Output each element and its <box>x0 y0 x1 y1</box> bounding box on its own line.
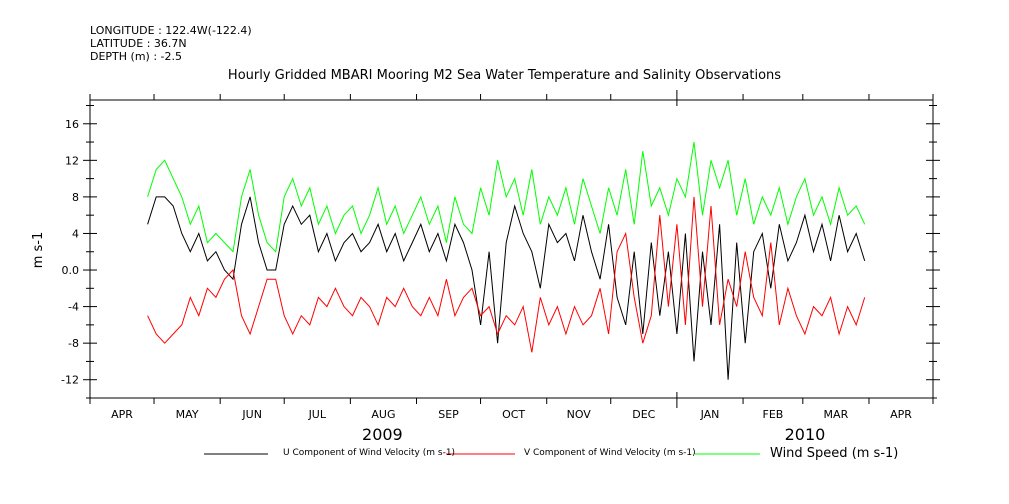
x-month-label: AUG <box>371 408 395 421</box>
longitude-label: LONGITUDE : 122.4W(-122.4) <box>90 24 252 37</box>
y-tick-label: -8 <box>68 337 79 350</box>
series-line-3 <box>147 141 866 253</box>
chart-title: Hourly Gridded MBARI Mooring M2 Sea Wate… <box>227 68 782 83</box>
y-tick-label: 0.0 <box>62 264 80 277</box>
latitude-label: LATITUDE : 36.7N <box>90 37 187 50</box>
y-axis-label: m s-1 <box>31 232 46 269</box>
series-line-2 <box>147 196 866 353</box>
y-tick-label: -12 <box>61 374 79 387</box>
y-tick-label: 12 <box>65 154 79 167</box>
x-month-label: JUN <box>241 408 262 421</box>
x-month-label: FEB <box>763 408 784 421</box>
x-month-label: OCT <box>502 408 525 421</box>
x-year-label: 2009 <box>362 425 403 444</box>
plot-frame <box>89 99 934 399</box>
legend-u-label: U Component of Wind Velocity (m s-1) <box>283 448 456 458</box>
y-tick-label: 4 <box>72 227 79 240</box>
legend-speed-label: Wind Speed (m s-1) <box>770 446 899 461</box>
legend-v-label: V Component of Wind Velocity (m s-1) <box>524 448 696 458</box>
y-tick-label: 16 <box>65 118 79 131</box>
x-month-label: JAN <box>700 408 720 421</box>
x-month-label: DEC <box>632 408 655 421</box>
depth-label: DEPTH (m) : -2.5 <box>90 50 183 63</box>
x-month-label: MAR <box>824 408 849 421</box>
y-tick-label: 8 <box>72 191 79 204</box>
x-month-label: MAY <box>176 408 199 421</box>
series-line-1 <box>147 196 866 380</box>
y-tick-label: -4 <box>68 301 79 314</box>
x-month-label: NOV <box>567 408 592 421</box>
x-month-label: APR <box>890 408 912 421</box>
x-month-label: SEP <box>438 408 459 421</box>
x-year-label: 2010 <box>785 425 826 444</box>
x-month-label: JUL <box>308 408 327 421</box>
x-month-label: APR <box>111 408 133 421</box>
